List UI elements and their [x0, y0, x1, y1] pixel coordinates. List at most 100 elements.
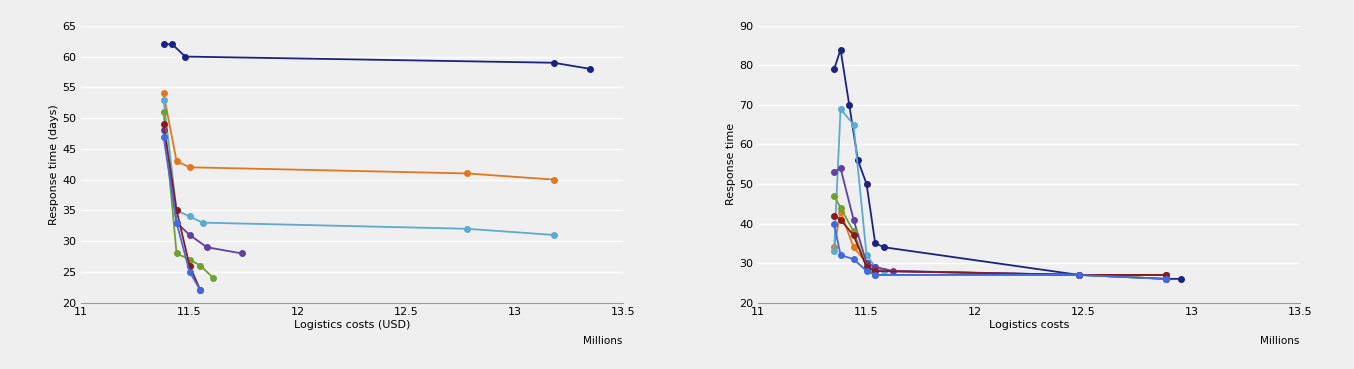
+60% [845, 257, 861, 261]
40% [168, 208, 184, 213]
-20% [156, 97, 172, 102]
-40% [833, 210, 849, 214]
-60% [867, 241, 883, 245]
+40% [1158, 273, 1174, 277]
-20% [546, 233, 562, 237]
-60% [177, 54, 194, 59]
20% [181, 257, 198, 262]
0 [199, 245, 215, 249]
Line: -20%: -20% [161, 97, 556, 238]
0 [181, 233, 198, 237]
0 [1158, 273, 1174, 277]
Line: 20%: 20% [161, 109, 217, 281]
Line: -40%: -40% [161, 91, 556, 182]
-20% [858, 253, 875, 257]
-20% [1071, 273, 1087, 277]
Line: +40%: +40% [831, 213, 1169, 278]
0 [833, 166, 849, 170]
+20% [1158, 277, 1174, 281]
0 [233, 251, 249, 256]
-60% [876, 245, 892, 249]
-40% [858, 261, 875, 265]
-60% [850, 158, 867, 162]
-40% [826, 245, 842, 249]
Y-axis label: Response time (days): Response time (days) [50, 104, 60, 225]
-40% [546, 177, 562, 182]
0 [156, 128, 172, 132]
Y-axis label: Response time: Response time [727, 123, 737, 205]
-20% [833, 107, 849, 111]
-20% [826, 249, 842, 254]
+60% [858, 269, 875, 273]
40% [192, 288, 209, 293]
0 [867, 265, 883, 269]
-40% [1158, 273, 1174, 277]
0 [884, 269, 900, 273]
Text: Millions: Millions [1261, 336, 1300, 346]
X-axis label: Logistics costs (USD): Logistics costs (USD) [294, 320, 410, 330]
+60% [826, 221, 842, 226]
+20% [1071, 273, 1087, 277]
-40% [168, 159, 184, 163]
Line: 40%: 40% [161, 121, 203, 293]
-60% [826, 67, 842, 72]
Line: +60%: +60% [831, 221, 1169, 282]
+20% [858, 265, 875, 269]
20% [206, 276, 222, 280]
0 [826, 170, 842, 174]
-60% [164, 42, 180, 46]
-60% [546, 61, 562, 65]
-20% [1158, 273, 1174, 277]
Line: -60%: -60% [161, 41, 593, 72]
-20% [459, 227, 475, 231]
-60% [833, 47, 849, 52]
Text: Millions: Millions [584, 336, 623, 346]
Line: 0: 0 [161, 128, 244, 256]
+20% [845, 229, 861, 234]
-40% [867, 269, 883, 273]
-60% [582, 67, 598, 71]
-20% [845, 123, 861, 127]
-60% [841, 103, 857, 107]
Line: -60%: -60% [831, 47, 1183, 282]
0 [168, 220, 184, 225]
60% [181, 270, 198, 274]
+60% [867, 273, 883, 277]
+60% [1071, 273, 1087, 277]
0 [858, 261, 875, 265]
-40% [459, 171, 475, 176]
+40% [833, 217, 849, 222]
40% [181, 263, 198, 268]
Line: 0: 0 [831, 165, 1169, 278]
Line: 60%: 60% [161, 134, 203, 293]
-40% [845, 245, 861, 249]
0 [845, 217, 861, 222]
20% [192, 263, 209, 268]
60% [168, 220, 184, 225]
-20% [181, 214, 198, 219]
+40% [1071, 273, 1087, 277]
+60% [833, 253, 849, 257]
+40% [826, 213, 842, 218]
-60% [858, 182, 875, 186]
40% [156, 122, 172, 127]
Line: -40%: -40% [831, 209, 1169, 278]
-60% [1158, 277, 1174, 281]
-40% [156, 91, 172, 96]
-40% [181, 165, 198, 169]
20% [156, 110, 172, 114]
0 [1071, 273, 1087, 277]
Line: +20%: +20% [831, 193, 1169, 282]
-60% [1071, 273, 1087, 277]
-20% [876, 269, 892, 273]
-20% [195, 220, 211, 225]
+40% [858, 265, 875, 269]
-20% [867, 265, 883, 269]
-40% [1071, 273, 1087, 277]
+40% [867, 269, 883, 273]
+60% [1158, 277, 1174, 281]
+40% [845, 233, 861, 238]
Line: -20%: -20% [831, 106, 1169, 278]
-60% [1173, 277, 1189, 281]
-20% [168, 208, 184, 213]
